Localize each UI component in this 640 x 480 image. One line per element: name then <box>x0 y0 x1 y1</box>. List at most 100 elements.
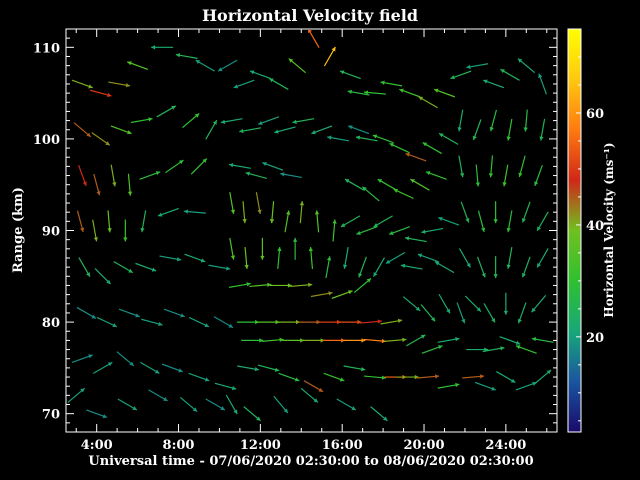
velocity-arrow <box>239 127 262 134</box>
y-tick-label: 70 <box>42 408 60 423</box>
velocity-arrow <box>314 210 320 233</box>
velocity-arrow <box>344 178 365 191</box>
velocity-arrow <box>277 246 282 269</box>
velocity-arrow <box>377 178 398 191</box>
velocity-arrow <box>422 142 443 155</box>
velocity-arrow <box>117 398 138 411</box>
velocity-arrow <box>175 53 198 59</box>
velocity-arrow <box>517 302 527 324</box>
velocity-arrow <box>405 152 427 162</box>
velocity-arrow <box>228 282 251 288</box>
velocity-arrow <box>363 375 386 380</box>
velocity-arrow <box>86 409 108 419</box>
y-axis-label: Range (km) <box>11 187 26 273</box>
velocity-arrow <box>358 256 367 278</box>
velocity-arrow <box>205 398 226 411</box>
velocity-arrow <box>89 89 112 98</box>
velocity-arrow <box>506 247 513 269</box>
velocity-arrow <box>257 116 280 126</box>
velocity-arrow <box>521 201 531 223</box>
velocity-arrow <box>477 210 486 233</box>
colorbar-tick-label: 20 <box>586 331 604 346</box>
velocity-arrow <box>380 318 403 325</box>
velocity-arrow <box>372 257 386 277</box>
velocity-arrow <box>339 319 362 325</box>
velocity-arrow <box>536 211 549 232</box>
velocity-arrow <box>107 210 112 233</box>
velocity-arrow <box>457 109 464 132</box>
velocity-arrow <box>262 161 284 171</box>
velocity-arrow <box>476 256 486 278</box>
velocity-arrow <box>282 338 305 343</box>
velocity-arrow <box>417 253 439 263</box>
velocity-arrow <box>339 70 361 80</box>
velocity-arrow <box>460 201 470 223</box>
velocity-arrow <box>303 380 324 393</box>
velocity-arrow <box>237 365 260 372</box>
velocity-arrow <box>243 406 261 422</box>
velocity-arrow <box>372 134 394 144</box>
velocity-arrow <box>400 263 423 270</box>
velocity-arrow <box>188 316 210 328</box>
velocity-arrow <box>233 79 255 89</box>
velocity-arrow <box>116 351 135 367</box>
velocity-arrow <box>373 215 393 228</box>
velocity-arrow <box>130 117 153 124</box>
velocity-arrow <box>274 126 296 134</box>
velocity-arrow <box>220 118 243 124</box>
x-tick-label: 24:00 <box>485 438 526 453</box>
velocity-arrow <box>502 164 509 187</box>
velocity-arrow <box>438 293 451 314</box>
velocity-arrow <box>323 338 346 343</box>
velocity-arrow <box>458 248 471 268</box>
velocity-arrow <box>108 81 131 88</box>
velocity-arrow <box>318 319 341 325</box>
velocity-arrow <box>93 173 101 196</box>
velocity-arrow <box>483 303 496 323</box>
velocity-arrow <box>518 155 526 178</box>
velocity-arrow <box>434 261 455 274</box>
velocity-arrow <box>157 207 179 217</box>
velocity-arrow <box>410 178 430 191</box>
velocity-arrow <box>456 302 466 324</box>
velocity-arrow <box>78 257 91 277</box>
velocity-arrow <box>110 125 132 135</box>
velocity-arrow <box>353 277 372 293</box>
velocity-arrow <box>208 264 231 271</box>
velocity-arrow <box>536 248 549 268</box>
velocity-arrow <box>278 372 300 382</box>
velocity-arrow <box>123 219 128 242</box>
velocity-arrow <box>273 395 289 414</box>
velocity-arrow <box>280 172 302 179</box>
velocity-arrow <box>290 282 313 288</box>
velocity-arrow <box>244 246 249 269</box>
x-axis: 4:00 8:00 12:00 16:00 20:00 24:00 <box>75 29 548 453</box>
x-tick-label: 16:00 <box>322 438 363 453</box>
velocity-arrow <box>195 59 215 72</box>
velocity-arrow <box>140 210 147 233</box>
velocity-arrow <box>488 155 494 178</box>
velocity-arrow <box>225 394 238 415</box>
velocity-arrow <box>237 319 260 325</box>
velocity-arrow <box>421 345 443 354</box>
colorbar-axis: 20 40 60 <box>576 56 604 422</box>
velocity-arrow <box>249 282 272 288</box>
velocity-arrow <box>76 210 85 233</box>
velocity-arrow <box>462 374 485 379</box>
velocity-arrow <box>148 389 168 402</box>
colorbar-tick-label: 60 <box>586 107 604 122</box>
velocity-arrow <box>539 118 546 141</box>
velocity-arrow <box>506 118 513 141</box>
colorbar <box>567 28 582 433</box>
velocity-arrow <box>299 201 305 224</box>
velocity-arrow <box>531 294 547 313</box>
velocity-arrow <box>336 398 357 411</box>
velocity-arrow <box>257 319 280 325</box>
velocity-arrow <box>151 45 174 50</box>
velocity-arrow <box>370 406 388 422</box>
chart-title: Horizontal Velocity field <box>202 6 418 25</box>
velocity-arrow <box>343 338 366 343</box>
y-tick-label: 80 <box>42 316 60 331</box>
velocity-arrow <box>260 237 265 260</box>
velocity-arrow <box>433 88 456 98</box>
